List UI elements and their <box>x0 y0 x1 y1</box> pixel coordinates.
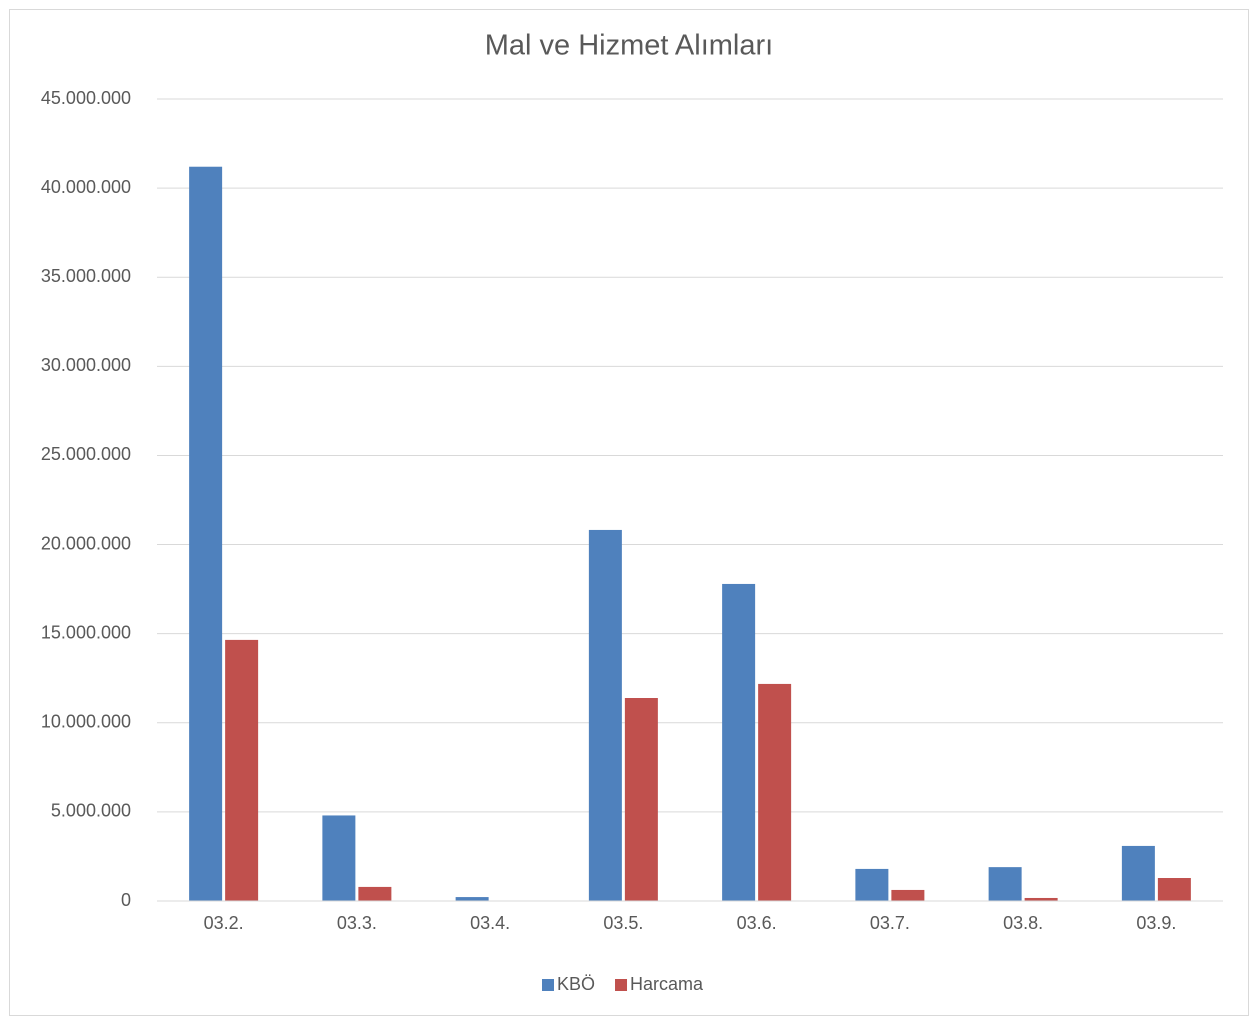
bar <box>189 166 223 902</box>
y-tick-label: 35.000.000 <box>41 266 131 286</box>
chart-title: Mal ve Hizmet Alımları <box>485 30 773 62</box>
bar <box>988 867 1022 901</box>
x-tick-label: 03.9. <box>1136 913 1176 933</box>
y-tick-label: 45.000.000 <box>41 88 131 108</box>
y-tick-label: 30.000.000 <box>41 355 131 375</box>
legend-label: Harcama <box>630 974 704 994</box>
bar <box>1157 878 1191 901</box>
x-tick-label: 03.8. <box>1003 913 1043 933</box>
bar <box>758 683 792 901</box>
bar <box>455 897 489 901</box>
y-tick-label: 25.000.000 <box>41 444 131 464</box>
y-tick-label: 15.000.000 <box>41 622 131 642</box>
x-tick-label: 03.2. <box>204 913 244 933</box>
bar <box>588 529 622 901</box>
y-tick-label: 10.000.000 <box>41 712 131 732</box>
x-tick-label: 03.4. <box>470 913 510 933</box>
bar <box>1024 897 1058 901</box>
y-tick-label: 40.000.000 <box>41 177 131 197</box>
bar <box>855 868 889 901</box>
x-tick-label: 03.6. <box>737 913 777 933</box>
x-tick-label: 03.3. <box>337 913 377 933</box>
bar <box>225 639 259 901</box>
bar <box>322 815 356 901</box>
bar <box>358 886 392 901</box>
x-tick-label: 03.5. <box>603 913 643 933</box>
bar <box>722 583 756 901</box>
bar <box>1121 845 1155 901</box>
y-tick-label: 5.000.000 <box>51 801 131 821</box>
y-tick-label: 20.000.000 <box>41 533 131 553</box>
legend-swatch <box>615 979 628 991</box>
x-tick-label: 03.7. <box>870 913 910 933</box>
y-tick-label: 0 <box>121 890 131 910</box>
legend-label: KBÖ <box>557 974 595 994</box>
bar <box>624 698 658 901</box>
bar <box>891 889 925 901</box>
legend-swatch <box>542 979 554 991</box>
